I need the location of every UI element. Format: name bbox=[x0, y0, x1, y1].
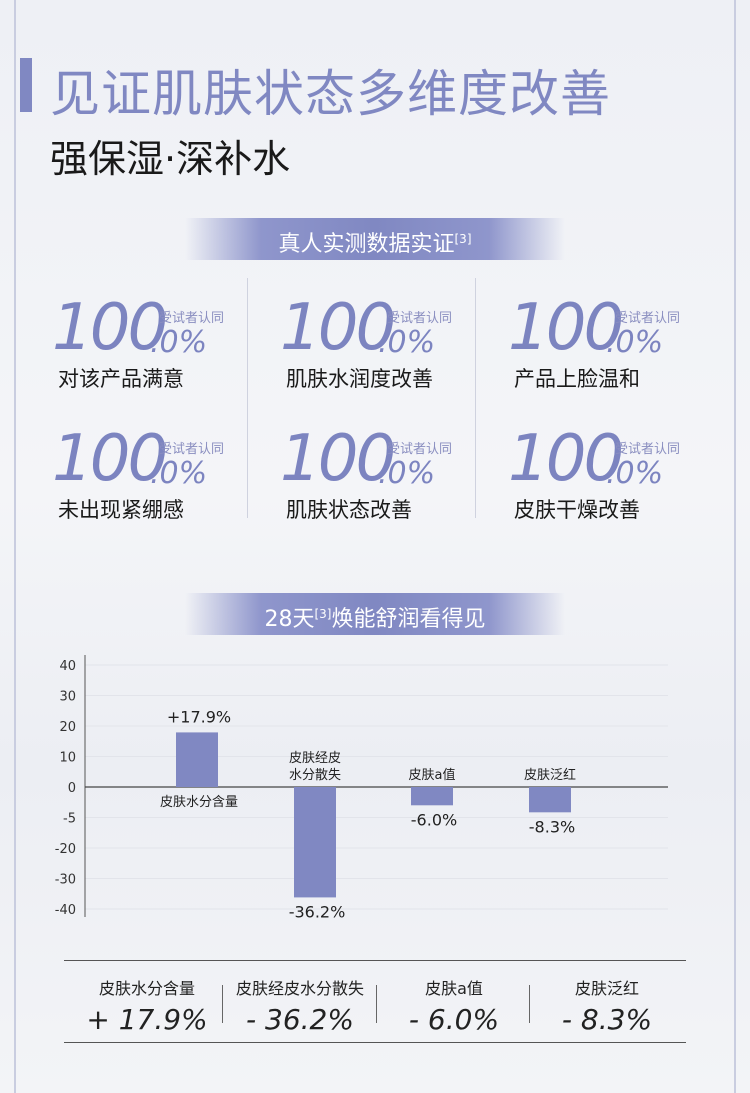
summary-bottom-line bbox=[64, 1042, 686, 1043]
stat-decimal: .0% bbox=[378, 325, 436, 360]
summary-label: 皮肤泛红 bbox=[574, 979, 639, 998]
page-title: 见证肌肤状态多维度改善 bbox=[50, 65, 611, 123]
stat-label: 未出现紧绷感 bbox=[58, 498, 184, 522]
stat-note: 受试者认同 bbox=[387, 311, 453, 326]
summary-item: 皮肤a值 - 6.0% bbox=[380, 975, 528, 1036]
stat-number: 100 bbox=[52, 291, 168, 365]
bar bbox=[294, 787, 336, 898]
category-label: 水分散失 bbox=[289, 768, 341, 783]
stat-note: 受试者认同 bbox=[159, 311, 225, 326]
summary-top-line bbox=[64, 960, 686, 961]
stat-note: 受试者认同 bbox=[159, 442, 225, 457]
banner-28-days: 28天[3]焕能舒润看得见 bbox=[185, 593, 565, 635]
y-tick-label: 30 bbox=[59, 690, 76, 705]
category-label: 皮肤泛红 bbox=[524, 767, 576, 783]
stat-number: 100 bbox=[52, 422, 168, 496]
stat-number: 100 bbox=[508, 422, 624, 496]
summary-label: 皮肤a值 bbox=[425, 979, 483, 998]
bar bbox=[411, 787, 453, 806]
stat-decimal: .0% bbox=[150, 456, 208, 491]
stat-note: 受试者认同 bbox=[387, 442, 453, 457]
banner-real-test-text: 真人实测数据实证 bbox=[278, 232, 455, 257]
y-tick-label: 20 bbox=[59, 720, 76, 735]
stat-label: 肌肤状态改善 bbox=[286, 498, 412, 522]
title-accent-bar bbox=[20, 58, 32, 112]
bar-chart: 40 30 20 10 0 -5 -20 -30 -40 +17.9% 皮肤水分含量 -36.2% 皮肤… bbox=[55, 655, 668, 921]
banner-28-days-prefix: 28天 bbox=[264, 607, 315, 632]
bar-value-label: -8.3% bbox=[529, 817, 575, 836]
summary-divider bbox=[376, 985, 377, 1023]
stat-card: 100 受试者认同 .0% 皮肤干燥改善 bbox=[508, 424, 718, 534]
bar-value-label: -36.2% bbox=[289, 902, 346, 921]
stat-decimal: .0% bbox=[150, 325, 208, 360]
category-label: 皮肤a值 bbox=[409, 767, 456, 783]
stat-label: 对该产品满意 bbox=[58, 367, 184, 391]
y-tick-label: 10 bbox=[59, 751, 76, 766]
stat-decimal: .0% bbox=[378, 456, 436, 491]
banner-28-days-suffix: 焕能舒润看得见 bbox=[331, 607, 486, 632]
banner-28-days-footnote: [3] bbox=[314, 607, 332, 621]
bar-value-label: -6.0% bbox=[411, 810, 457, 829]
stat-number: 100 bbox=[280, 291, 396, 365]
summary-label: 皮肤水分含量 bbox=[98, 979, 195, 998]
frame-line-right bbox=[734, 0, 736, 1093]
stat-card: 100 受试者认同 .0% 产品上脸温和 bbox=[508, 293, 718, 403]
summary-item: 皮肤泛红 - 8.3% bbox=[533, 975, 681, 1036]
category-label: 皮肤水分含量 bbox=[160, 794, 238, 810]
y-tick-label: 0 bbox=[68, 781, 76, 796]
stat-card: 100 受试者认同 .0% 肌肤状态改善 bbox=[280, 424, 490, 534]
bar bbox=[529, 787, 571, 813]
summary-divider bbox=[222, 985, 223, 1023]
stat-label: 肌肤水润度改善 bbox=[286, 367, 433, 391]
y-tick-label: 40 bbox=[59, 659, 76, 674]
stat-decimal: .0% bbox=[606, 325, 664, 360]
summary-item: 皮肤水分含量 + 17.9% bbox=[72, 975, 222, 1036]
summary-divider bbox=[529, 985, 530, 1023]
stat-divider bbox=[247, 278, 248, 518]
stat-note: 受试者认同 bbox=[615, 311, 681, 326]
summary-value: - 36.2% bbox=[246, 1003, 354, 1036]
banner-real-test-footnote: [3] bbox=[454, 232, 472, 246]
summary-value: + 17.9% bbox=[86, 1003, 208, 1036]
frame-line-left bbox=[14, 0, 16, 1093]
y-tick-label: -20 bbox=[55, 842, 76, 857]
y-tick-label: -5 bbox=[63, 812, 76, 827]
stat-card: 100 受试者认同 .0% 未出现紧绷感 bbox=[52, 424, 262, 534]
bar bbox=[176, 732, 218, 787]
stat-label: 皮肤干燥改善 bbox=[514, 498, 640, 522]
stat-number: 100 bbox=[280, 422, 396, 496]
page-subtitle: 强保湿·深补水 bbox=[50, 137, 291, 181]
stat-number: 100 bbox=[508, 291, 624, 365]
summary-value: - 6.0% bbox=[408, 1003, 500, 1036]
y-tick-label: -30 bbox=[55, 873, 76, 888]
stat-card: 100 受试者认同 .0% 肌肤水润度改善 bbox=[280, 293, 490, 403]
stat-card: 100 受试者认同 .0% 对该产品满意 bbox=[52, 293, 262, 403]
summary-label: 皮肤经皮水分散失 bbox=[235, 979, 364, 998]
stat-note: 受试者认同 bbox=[615, 442, 681, 457]
stat-label: 产品上脸温和 bbox=[514, 367, 640, 391]
summary-item: 皮肤经皮水分散失 - 36.2% bbox=[226, 975, 374, 1036]
y-tick-label: -40 bbox=[55, 903, 76, 918]
stat-decimal: .0% bbox=[606, 456, 664, 491]
banner-real-test: 真人实测数据实证[3] bbox=[185, 218, 565, 260]
stat-divider bbox=[475, 278, 476, 518]
summary-value: - 8.3% bbox=[561, 1003, 653, 1036]
bar-value-label: +17.9% bbox=[167, 707, 231, 726]
category-label: 皮肤经皮 bbox=[289, 751, 341, 766]
